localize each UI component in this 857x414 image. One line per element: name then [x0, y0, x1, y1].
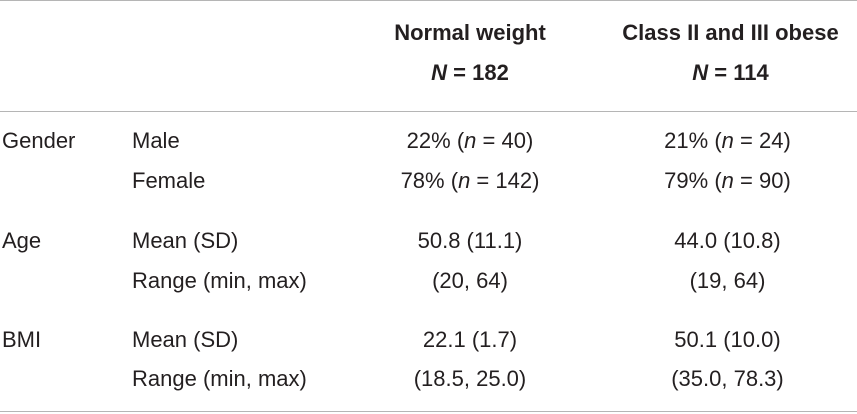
col2-n: N = 114 — [692, 60, 769, 85]
col1-title: Normal weight — [394, 20, 546, 45]
col2-n-symbol: N — [692, 60, 709, 85]
cell-bmi-mean-obese: 50.1 (10.0) — [674, 327, 781, 352]
row-label-age-mean: Mean (SD) — [132, 228, 239, 253]
bottom-rule — [0, 411, 857, 412]
col1-n: N = 182 — [431, 60, 509, 85]
col2-title: Class II and III obese — [622, 20, 839, 45]
col1-n-symbol: N — [431, 60, 448, 85]
header-rule — [0, 111, 857, 112]
row-category-gender: Gender — [2, 128, 76, 153]
cell-male-normal: 22% (n = 40) — [406, 128, 534, 153]
cell-value: 79% — [664, 168, 709, 193]
row-label-bmi-mean: Mean (SD) — [132, 327, 239, 352]
cell-age-range-obese: (19, 64) — [689, 268, 766, 293]
cell-male-obese: 21% (n = 24) — [664, 128, 791, 153]
row-label-age-range: Range (min, max) — [132, 268, 307, 293]
cell-bmi-range-normal: (18.5, 25.0) — [413, 366, 527, 391]
cell-count: 40 — [501, 128, 526, 153]
cell-count: 142 — [495, 168, 533, 193]
cell-age-mean-obese: 44.0 (10.8) — [674, 228, 781, 253]
row-label-bmi-range: Range (min, max) — [132, 366, 307, 391]
cell-value: 22% — [406, 128, 451, 153]
top-rule — [0, 0, 857, 1]
row-category-bmi: BMI — [2, 327, 42, 352]
cell-female-obese: 79% (n = 90) — [664, 168, 791, 193]
cell-value: 78% — [400, 168, 445, 193]
cell-bmi-range-obese: (35.0, 78.3) — [671, 366, 784, 391]
row-label-female: Female — [132, 168, 206, 193]
cell-bmi-mean-normal: 22.1 (1.7) — [422, 327, 518, 352]
cell-age-range-normal: (20, 64) — [432, 268, 508, 293]
col1-n-value: 182 — [472, 60, 509, 85]
row-category-age: Age — [2, 228, 42, 253]
row-label-male: Male — [132, 128, 180, 153]
cell-count: 90 — [759, 168, 784, 193]
cell-value: 21% — [664, 128, 709, 153]
cell-age-mean-normal: 50.8 (11.1) — [417, 228, 523, 253]
cell-count: 24 — [759, 128, 784, 153]
col2-n-value: 114 — [733, 60, 769, 85]
cell-female-normal: 78% (n = 142) — [400, 168, 540, 193]
